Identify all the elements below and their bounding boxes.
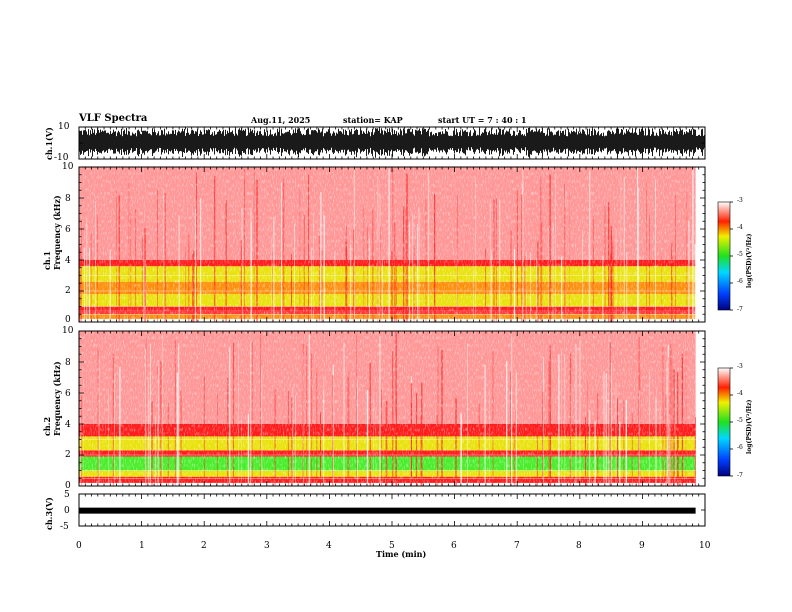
xtick-2: 2	[201, 541, 207, 551]
date-label: Aug.11, 2025	[251, 115, 311, 125]
chart-title: VLF Spectra	[79, 113, 148, 124]
ch1-waveform-line	[79, 128, 705, 158]
cb1-tick-m4: -4	[737, 224, 743, 231]
xtick-5: 5	[389, 541, 395, 551]
ch1-colorbar	[717, 201, 731, 311]
xtick-6: 6	[451, 541, 457, 551]
xtick-3: 3	[264, 541, 270, 551]
xtick-4: 4	[326, 541, 332, 551]
ch2-freq-tick-4: 4	[65, 420, 71, 430]
spectrogram-speckle	[79, 167, 696, 322]
cb2-tick-m7: -7	[737, 472, 743, 479]
ch2-freq-tick-6: 6	[65, 389, 71, 399]
ch1-freq-tick-10: 10	[62, 162, 74, 172]
ch3-waveform-band	[79, 507, 696, 514]
cb1-tick-m3: -3	[737, 197, 743, 204]
ch1-freq-tick-4: 4	[65, 256, 71, 266]
station-label: station= KAP	[343, 115, 403, 125]
ch2-freq-tick-2: 2	[65, 450, 71, 460]
ch2-spectrogram-image	[79, 331, 696, 486]
ch3-waveform-trace	[79, 507, 696, 514]
xtick-9: 9	[639, 541, 645, 551]
ch1-waveform-trace	[79, 128, 705, 158]
ch1-ytick-top: 10	[58, 122, 70, 132]
ch1-freq-tick-0: 0	[65, 315, 71, 325]
cb2-tick-m6: -6	[737, 444, 743, 451]
cb2-tick-m4: -4	[737, 390, 743, 397]
ch3-ytick-bottom: -5	[60, 522, 69, 532]
cb1-tick-m5: -5	[737, 251, 743, 258]
ch1-freq-tick-2: 2	[65, 286, 71, 296]
start-time-label: start UT = 7 : 40 : 1	[438, 115, 527, 125]
xtick-1: 1	[139, 541, 145, 551]
ch3-ytick-mid: 0	[64, 506, 70, 516]
ch1-freq-tick-8: 8	[65, 194, 71, 204]
ch2-freq-tick-10: 10	[62, 326, 74, 336]
xtick-0: 0	[76, 541, 82, 551]
spectrogram-speckle	[79, 331, 696, 486]
xtick-7: 7	[514, 541, 520, 551]
cb1-tick-m7: -7	[737, 306, 743, 313]
ch1-spectrogram-image	[79, 167, 696, 322]
cb2-tick-m3: -3	[737, 363, 743, 370]
ch2-freq-tick-0: 0	[65, 481, 71, 491]
xtick-10: 10	[699, 541, 711, 551]
ch2-freq-tick-8: 8	[65, 358, 71, 368]
cb1-tick-m6: -6	[737, 278, 743, 285]
ch2-colorbar	[717, 367, 731, 477]
ch1-freq-tick-6: 6	[65, 225, 71, 235]
x-axis-label: Time (min)	[376, 549, 427, 559]
cb2-tick-m5: -5	[737, 417, 743, 424]
xtick-8: 8	[576, 541, 582, 551]
axis-ticks	[78, 126, 733, 527]
ch1-ytick-bottom: -10	[54, 153, 69, 163]
ch3-ytick-top: 5	[64, 490, 70, 500]
